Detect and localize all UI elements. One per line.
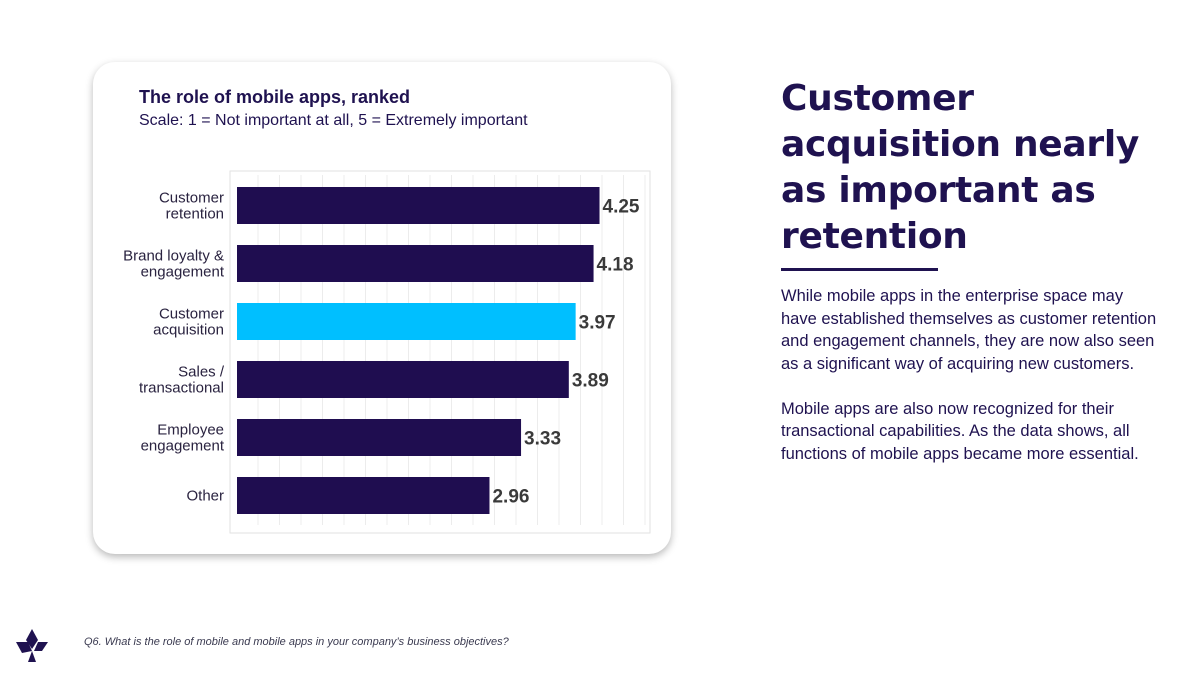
body-paragraph-2: Mobile apps are also now recognized for … (781, 399, 1139, 463)
value-label-5: 2.96 (492, 487, 529, 508)
value-label-4: 3.33 (524, 429, 561, 450)
category-label-2: Customer acquisition (153, 306, 224, 339)
body-text: While mobile apps in the enterprise spac… (781, 285, 1161, 488)
value-label-3: 3.89 (572, 371, 609, 392)
value-label-0: 4.25 (603, 197, 640, 218)
bar-0 (237, 187, 600, 224)
body-paragraph-1: While mobile apps in the enterprise spac… (781, 287, 1157, 373)
category-label-5: Other (186, 488, 224, 505)
headline: Customer acquisition nearly as important… (781, 78, 1140, 257)
brand-logo-icon (16, 629, 48, 662)
bar-4 (237, 419, 522, 456)
category-label-0: Customer retention (159, 190, 224, 223)
category-label-3: Sales / transactional (139, 364, 225, 397)
category-label-4: Employee engagement (141, 422, 225, 455)
chart-title: The role of mobile apps, ranked (139, 87, 411, 107)
bar-2 (237, 303, 576, 340)
value-label-2: 3.97 (579, 313, 616, 334)
footnote: Q6. What is the role of mobile and mobil… (84, 636, 509, 648)
category-label-1: Brand loyalty & engagement (123, 248, 225, 281)
headline-divider (781, 268, 938, 271)
value-label-1: 4.18 (597, 255, 634, 276)
chart-subtitle: Scale: 1 = Not important at all, 5 = Ext… (139, 112, 528, 129)
bar-5 (237, 477, 490, 514)
bar-1 (237, 245, 594, 282)
bar-3 (237, 361, 569, 398)
